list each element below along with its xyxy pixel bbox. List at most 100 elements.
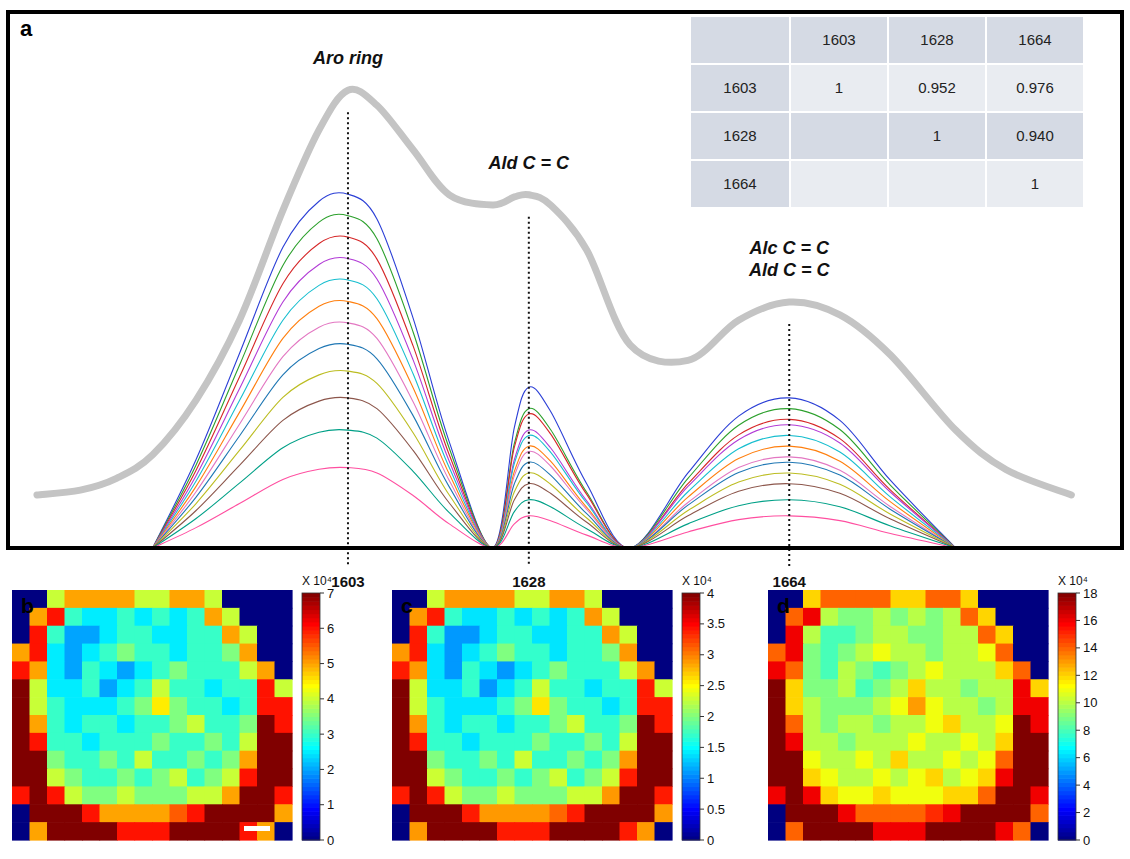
heat-cell bbox=[655, 608, 673, 626]
heat-cell bbox=[585, 786, 603, 804]
colorbar-tick bbox=[1076, 757, 1080, 758]
colorbar-label: 2.5 bbox=[707, 678, 725, 693]
heat-cell bbox=[100, 769, 118, 787]
colorbar-step bbox=[682, 770, 700, 775]
heat-cell bbox=[12, 697, 30, 715]
colorbar-title: X 10⁴ bbox=[302, 574, 332, 588]
heat-cell bbox=[891, 661, 909, 679]
heat-cell bbox=[838, 644, 856, 662]
colorbar-step bbox=[1058, 762, 1076, 767]
colorbar-step bbox=[302, 704, 320, 709]
heat-cell bbox=[978, 679, 996, 697]
colorbar-step bbox=[682, 692, 700, 697]
table-cell bbox=[888, 160, 986, 208]
heat-cell bbox=[410, 733, 428, 751]
heat-cell bbox=[100, 733, 118, 751]
heat-cell bbox=[205, 626, 223, 644]
colorbar-step bbox=[1058, 708, 1076, 713]
heat-cell bbox=[392, 786, 410, 804]
heat-cell bbox=[462, 822, 480, 840]
heat-cell bbox=[567, 733, 585, 751]
heat-cell bbox=[768, 804, 786, 822]
colorbar-step bbox=[682, 688, 700, 693]
heat-cell bbox=[410, 769, 428, 787]
heat-cell bbox=[978, 644, 996, 662]
colorbar-tick bbox=[1076, 812, 1080, 813]
heatmap bbox=[12, 590, 293, 841]
colorbar-label: 1 bbox=[707, 771, 714, 786]
heat-cell bbox=[135, 769, 153, 787]
heat-cell bbox=[392, 661, 410, 679]
heat-cell bbox=[996, 786, 1014, 804]
heat-cell bbox=[410, 697, 428, 715]
cell-value: 0.952 bbox=[918, 79, 956, 96]
heat-cell bbox=[532, 733, 550, 751]
colorbar-step bbox=[302, 819, 320, 824]
heat-cell bbox=[786, 644, 804, 662]
heat-cell bbox=[152, 661, 170, 679]
heat-cell bbox=[655, 679, 673, 697]
table-cell bbox=[888, 16, 986, 64]
heat-cell bbox=[515, 751, 533, 769]
heat-cell bbox=[12, 661, 30, 679]
heat-cell bbox=[961, 661, 979, 679]
colorbar-step bbox=[1058, 638, 1076, 643]
colorbar-step bbox=[1058, 688, 1076, 693]
colorbar-step bbox=[1058, 811, 1076, 816]
colorbar-step bbox=[682, 729, 700, 734]
heat-cell bbox=[82, 608, 100, 626]
heat-cell bbox=[240, 804, 258, 822]
heat-cell bbox=[961, 822, 979, 840]
heat-cell bbox=[655, 733, 673, 751]
heat-cell bbox=[257, 822, 275, 840]
heat-cell bbox=[12, 822, 30, 840]
colorbar-step bbox=[1058, 647, 1076, 652]
heat-cell bbox=[82, 751, 100, 769]
colorbar-step bbox=[302, 795, 320, 800]
heat-cell bbox=[856, 786, 874, 804]
heat-cell bbox=[392, 751, 410, 769]
heat-cell bbox=[275, 590, 293, 608]
heat-cell bbox=[275, 822, 293, 840]
heat-cell bbox=[838, 697, 856, 715]
colorbar-tick bbox=[1076, 702, 1080, 703]
heat-cell bbox=[427, 733, 445, 751]
heat-cell bbox=[891, 715, 909, 733]
heat-cell bbox=[637, 786, 655, 804]
heat-cell bbox=[821, 751, 839, 769]
heat-cell bbox=[65, 751, 83, 769]
heat-cell bbox=[996, 626, 1014, 644]
heat-cell bbox=[497, 804, 515, 822]
heat-cell bbox=[961, 804, 979, 822]
heat-cell bbox=[445, 661, 463, 679]
colorbar-step bbox=[302, 688, 320, 693]
heat-cell bbox=[978, 697, 996, 715]
heat-cell bbox=[637, 804, 655, 822]
heat-cell bbox=[240, 590, 258, 608]
colorbar-step bbox=[682, 733, 700, 738]
heat-cell bbox=[12, 679, 30, 697]
panel-label: b bbox=[21, 594, 34, 617]
colorbar-step bbox=[1058, 729, 1076, 734]
heat-cell bbox=[205, 822, 223, 840]
heat-cell bbox=[943, 733, 961, 751]
colorbar-step bbox=[1058, 758, 1076, 763]
correlation-table: 160316281664160310.9520.976162810.940166… bbox=[690, 16, 1084, 208]
heat-cell bbox=[257, 661, 275, 679]
heat-cell bbox=[275, 715, 293, 733]
heat-cell bbox=[655, 697, 673, 715]
colorbar-step bbox=[682, 712, 700, 717]
colorbar-tick bbox=[1076, 840, 1080, 841]
heat-cell bbox=[602, 608, 620, 626]
cell-value: 0.976 bbox=[1016, 79, 1054, 96]
heat-cell bbox=[30, 751, 48, 769]
annotation: Alc C = C bbox=[748, 238, 830, 258]
heat-cell bbox=[943, 626, 961, 644]
heat-cell bbox=[768, 769, 786, 787]
colorbar-step bbox=[302, 770, 320, 775]
heat-cell bbox=[222, 733, 240, 751]
colorbar-step bbox=[302, 717, 320, 722]
heat-cell bbox=[47, 786, 65, 804]
heat-cell bbox=[803, 804, 821, 822]
table-cell bbox=[888, 112, 986, 160]
